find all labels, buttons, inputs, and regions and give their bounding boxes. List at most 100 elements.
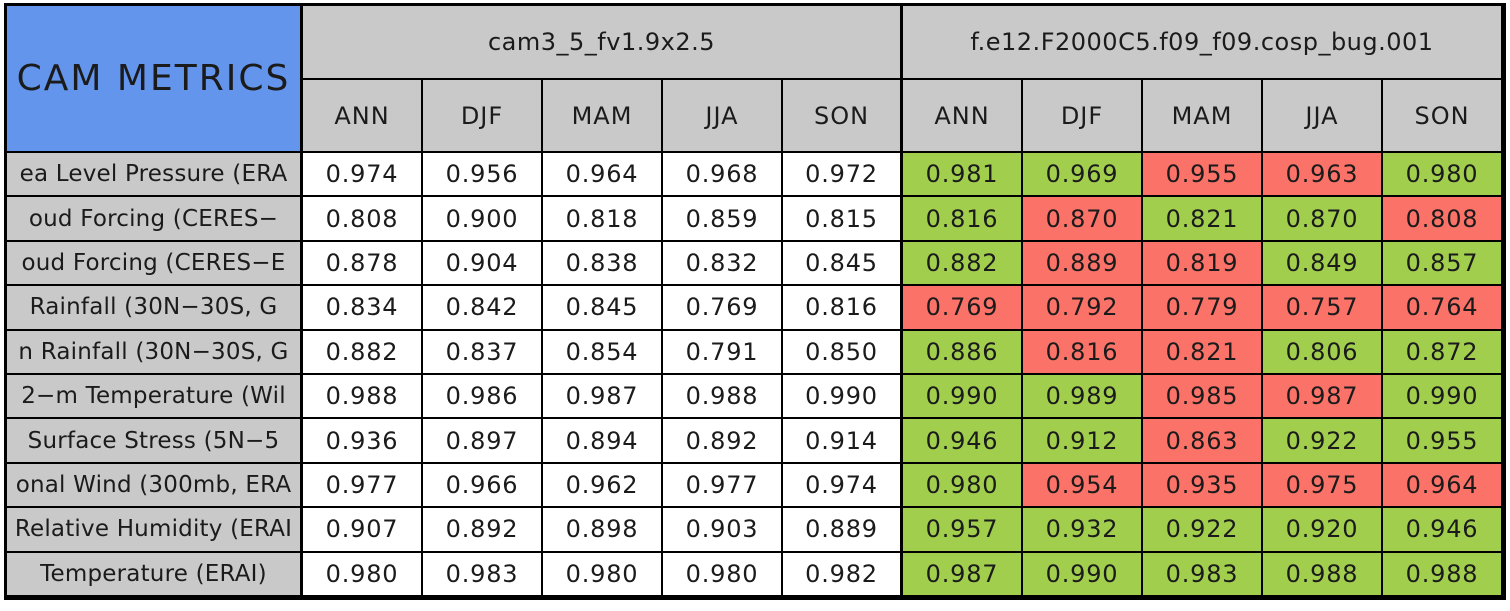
value-cell-model2: 0.955	[1383, 419, 1503, 464]
metric-label-cell: oud Forcing (CERES−E	[7, 241, 303, 287]
metric-label-cell: onal Wind (300mb, ERA	[7, 463, 303, 509]
value-cell-model1: 0.897	[423, 419, 543, 464]
value-cell-model2: 0.987	[1263, 375, 1383, 420]
value-cell-model2: 0.920	[1263, 508, 1383, 553]
value-cell-model2: 0.988	[1263, 552, 1383, 597]
value-cell-model1: 0.977	[663, 463, 783, 509]
value-cell-model2: 0.990	[1023, 552, 1143, 597]
season-header: MAM	[1143, 80, 1263, 153]
value-cell-model2: 0.792	[1023, 286, 1143, 331]
value-cell-model2: 0.946	[1383, 508, 1503, 553]
value-cell-model1: 0.842	[423, 286, 543, 331]
metric-label-cell: ea Level Pressure (ERA	[7, 153, 303, 198]
value-cell-model1: 0.988	[663, 375, 783, 420]
metric-label-cell: Rainfall (30N−30S, G	[7, 286, 303, 331]
season-header: JJA	[663, 80, 783, 153]
value-cell-model2: 0.980	[903, 463, 1023, 509]
value-cell-model1: 0.988	[303, 375, 423, 420]
value-cell-model2: 0.816	[1023, 330, 1143, 375]
value-cell-model1: 0.808	[303, 197, 423, 242]
value-cell-model2: 0.990	[903, 375, 1023, 420]
value-cell-model1: 0.854	[543, 330, 663, 375]
value-cell-model1: 0.968	[663, 153, 783, 198]
value-cell-model2: 0.806	[1263, 330, 1383, 375]
value-cell-model1: 0.816	[783, 286, 903, 331]
value-cell-model2: 0.808	[1383, 197, 1503, 242]
value-cell-model1: 0.964	[543, 153, 663, 198]
value-cell-model1: 0.859	[663, 197, 783, 242]
value-cell-model2: 0.821	[1143, 197, 1263, 242]
value-cell-model2: 0.769	[903, 286, 1023, 331]
value-cell-model1: 0.889	[783, 508, 903, 553]
metric-label-cell: Relative Humidity (ERAI	[7, 508, 303, 553]
value-cell-model2: 0.819	[1143, 241, 1263, 287]
value-cell-model1: 0.834	[303, 286, 423, 331]
value-cell-model2: 0.955	[1143, 153, 1263, 198]
metric-label-cell: 2−m Temperature (Wil	[7, 375, 303, 420]
value-cell-model1: 0.977	[303, 463, 423, 509]
model-header-1: cam3_5_fv1.9x2.5	[303, 6, 903, 80]
metric-label-cell: Surface Stress (5N−5	[7, 419, 303, 464]
value-cell-model2: 0.764	[1383, 286, 1503, 331]
value-cell-model2: 0.779	[1143, 286, 1263, 331]
value-cell-model1: 0.892	[663, 419, 783, 464]
value-cell-model2: 0.988	[1383, 552, 1503, 597]
metric-label-cell: n Rainfall (30N−30S, G	[7, 330, 303, 375]
value-cell-model2: 0.922	[1143, 508, 1263, 553]
value-cell-model2: 0.757	[1263, 286, 1383, 331]
value-cell-model1: 0.892	[423, 508, 543, 553]
season-header: MAM	[543, 80, 663, 153]
value-cell-model1: 0.904	[423, 241, 543, 287]
metrics-table: CAM METRICS cam3_5_fv1.9x2.5 f.e12.F2000…	[4, 3, 1506, 600]
value-cell-model2: 0.821	[1143, 330, 1263, 375]
value-cell-model2: 0.980	[1383, 153, 1503, 198]
value-cell-model1: 0.974	[783, 463, 903, 509]
value-cell-model2: 0.963	[1263, 153, 1383, 198]
value-cell-model1: 0.980	[303, 552, 423, 597]
value-cell-model2: 0.969	[1023, 153, 1143, 198]
value-cell-model1: 0.838	[543, 241, 663, 287]
value-cell-model1: 0.980	[543, 552, 663, 597]
value-cell-model1: 0.900	[423, 197, 543, 242]
value-cell-model2: 0.816	[903, 197, 1023, 242]
value-cell-model2: 0.912	[1023, 419, 1143, 464]
metric-label-cell: oud Forcing (CERES−	[7, 197, 303, 242]
value-cell-model1: 0.987	[543, 375, 663, 420]
value-cell-model1: 0.936	[303, 419, 423, 464]
value-cell-model1: 0.903	[663, 508, 783, 553]
value-cell-model1: 0.837	[423, 330, 543, 375]
value-cell-model2: 0.957	[903, 508, 1023, 553]
value-cell-model1: 0.791	[663, 330, 783, 375]
value-cell-model2: 0.954	[1023, 463, 1143, 509]
table-title: CAM METRICS	[7, 6, 303, 153]
value-cell-model2: 0.870	[1023, 197, 1143, 242]
value-cell-model1: 0.878	[303, 241, 423, 287]
value-cell-model1: 0.974	[303, 153, 423, 198]
value-cell-model1: 0.894	[543, 419, 663, 464]
value-cell-model1: 0.850	[783, 330, 903, 375]
value-cell-model2: 0.990	[1383, 375, 1503, 420]
value-cell-model2: 0.863	[1143, 419, 1263, 464]
value-cell-model1: 0.956	[423, 153, 543, 198]
value-cell-model2: 0.849	[1263, 241, 1383, 287]
season-header: JJA	[1263, 80, 1383, 153]
value-cell-model2: 0.983	[1143, 552, 1263, 597]
value-cell-model2: 0.870	[1263, 197, 1383, 242]
season-header: ANN	[303, 80, 423, 153]
season-header: SON	[1383, 80, 1503, 153]
value-cell-model1: 0.769	[663, 286, 783, 331]
value-cell-model1: 0.907	[303, 508, 423, 553]
value-cell-model2: 0.886	[903, 330, 1023, 375]
value-cell-model1: 0.845	[543, 286, 663, 331]
season-header: ANN	[903, 80, 1023, 153]
value-cell-model1: 0.962	[543, 463, 663, 509]
value-cell-model1: 0.966	[423, 463, 543, 509]
value-cell-model1: 0.815	[783, 197, 903, 242]
value-cell-model2: 0.922	[1263, 419, 1383, 464]
value-cell-model1: 0.818	[543, 197, 663, 242]
value-cell-model2: 0.946	[903, 419, 1023, 464]
value-cell-model2: 0.932	[1023, 508, 1143, 553]
value-cell-model2: 0.872	[1383, 330, 1503, 375]
value-cell-model1: 0.898	[543, 508, 663, 553]
season-header: SON	[783, 80, 903, 153]
